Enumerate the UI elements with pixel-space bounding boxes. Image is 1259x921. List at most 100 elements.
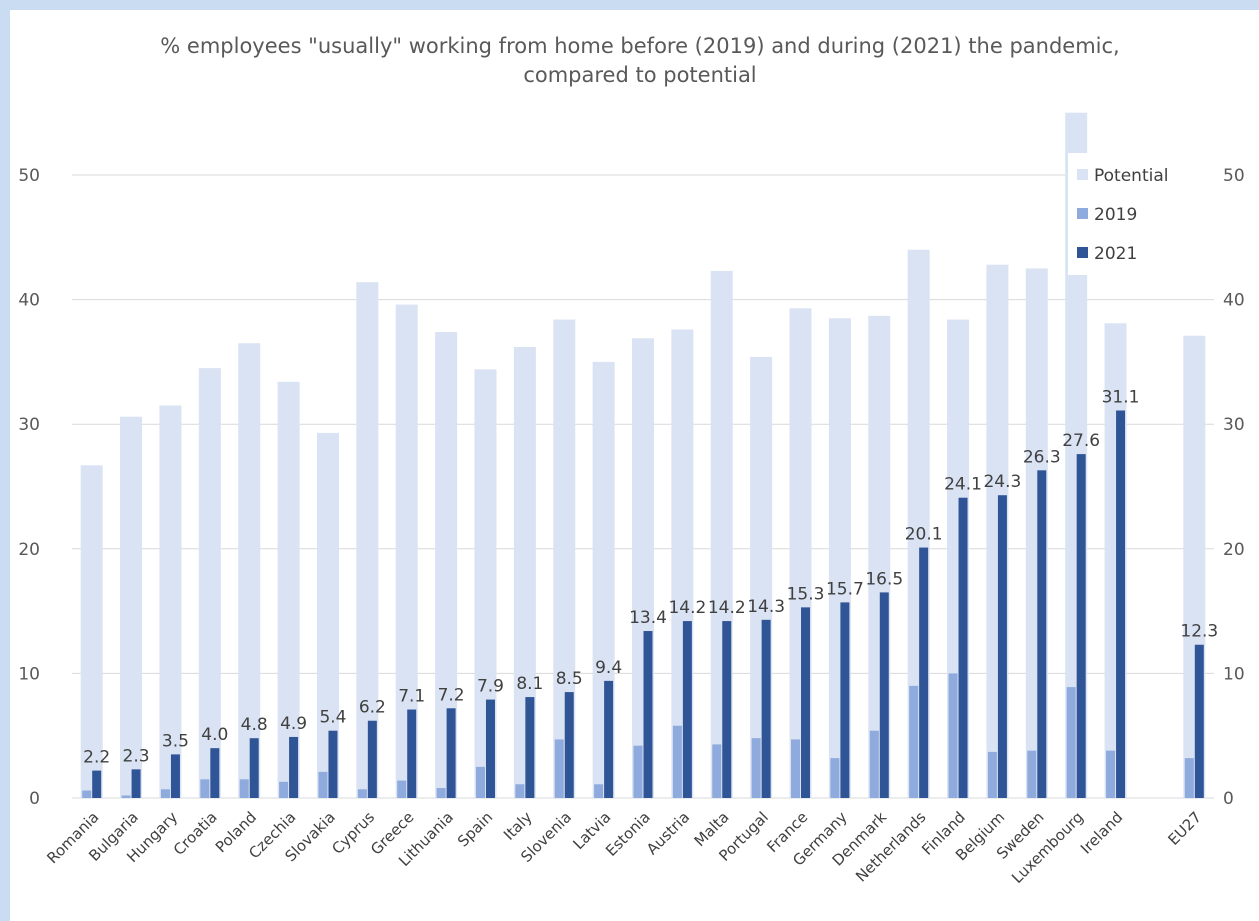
data-label-2021: 9.4 [595, 658, 622, 678]
data-label-2021: 7.2 [438, 685, 465, 705]
bar-2019 [791, 739, 801, 798]
y-tick-label-left: 40 [18, 291, 40, 311]
bar-potential [277, 381, 300, 798]
bar-2019 [515, 784, 525, 798]
data-labels: 2.2 2.3 3.5 4.0 4.8 4.9 5.4 6.2 7.1 7.2 7.9 8.1 8.5 9… [83, 387, 1218, 767]
bars [80, 112, 1206, 798]
bar-2021 [761, 619, 771, 798]
bar-2019 [594, 784, 604, 798]
bar-2019 [200, 779, 210, 798]
data-label-2021: 2.2 [83, 748, 110, 768]
data-label-2021: 16.5 [865, 569, 903, 589]
bar-2021 [1194, 644, 1204, 798]
bar-2019 [633, 745, 643, 798]
legend-label: 2019 [1094, 205, 1137, 225]
bar-2019 [239, 779, 249, 798]
data-label-2021: 3.5 [162, 731, 189, 751]
y-tick-label-right: 50 [1223, 166, 1245, 186]
data-label-2021: 26.3 [1023, 447, 1061, 467]
bar-potential [395, 304, 418, 798]
bar-2021 [525, 697, 535, 798]
bar-2021 [328, 730, 338, 798]
data-label-2021: 4.0 [201, 725, 228, 745]
bar-2021 [801, 607, 811, 798]
bar-2019 [279, 781, 289, 798]
bar-2021 [682, 621, 692, 798]
bar-2021 [919, 547, 929, 798]
bar-2021 [210, 748, 220, 798]
bar-potential [238, 343, 261, 798]
y-tick-label-left: 0 [29, 789, 40, 809]
bar-2019 [1027, 750, 1037, 798]
category-label: Croatia [170, 808, 221, 859]
category-label: Estonia [602, 808, 654, 860]
legend-background [1068, 153, 1218, 275]
data-label-2021: 4.8 [241, 715, 268, 735]
bar-2019 [357, 789, 367, 798]
chart-title: % employees "usually" working from home … [160, 34, 1119, 87]
legend-swatch [1077, 208, 1088, 219]
data-label-2021: 12.3 [1180, 622, 1218, 642]
category-label: Austria [643, 808, 693, 858]
legend-label: 2021 [1094, 244, 1137, 264]
y-tick-label-left: 20 [18, 540, 40, 560]
bar-potential [474, 369, 497, 798]
data-label-2021: 5.4 [319, 708, 346, 728]
y-tick-label-right: 40 [1223, 291, 1245, 311]
bar-2021 [131, 769, 141, 798]
data-label-2021: 14.2 [708, 598, 746, 618]
bar-potential [198, 368, 221, 798]
bar-2019 [82, 790, 92, 798]
y-tick-label-right: 10 [1223, 664, 1245, 684]
bar-2021 [997, 495, 1007, 798]
bar-2019 [318, 771, 328, 798]
bar-2019 [1184, 758, 1194, 798]
data-label-2021: 14.3 [747, 597, 785, 617]
data-label-2021: 6.2 [359, 698, 386, 718]
bar-2019 [160, 789, 170, 798]
data-label-2021: 27.6 [1062, 431, 1100, 451]
bar-2019 [672, 725, 682, 798]
data-label-2021: 24.1 [944, 475, 982, 495]
bar-2019 [869, 730, 879, 798]
bar-2021 [92, 770, 102, 798]
legend-swatch [1077, 247, 1088, 258]
y-tick-label-left: 50 [18, 166, 40, 186]
category-labels: RomaniaBulgariaHungaryCroatiaPolandCzech… [43, 808, 1205, 887]
bar-2021 [367, 720, 377, 798]
bar-2019 [121, 795, 131, 798]
bar-2019 [554, 739, 564, 798]
data-label-2021: 24.3 [983, 472, 1021, 492]
bar-potential [513, 346, 536, 798]
bar-2021 [1076, 454, 1086, 798]
chart-title-line-2: compared to potential [523, 63, 756, 87]
bar-potential [316, 432, 339, 798]
y-tick-label-right: 0 [1223, 789, 1234, 809]
category-label: Spain [454, 808, 496, 850]
bar-2021 [564, 692, 574, 798]
bar-2019 [830, 758, 840, 798]
bar-potential [120, 416, 143, 798]
bar-2021 [958, 497, 968, 798]
bar-potential [159, 405, 182, 798]
bar-2019 [1066, 687, 1076, 798]
bar-potential [553, 319, 576, 798]
bar-2019 [987, 751, 997, 798]
bar-potential [80, 465, 103, 798]
bar-2019 [948, 673, 958, 798]
data-label-2021: 15.3 [787, 584, 825, 604]
bar-2021 [289, 736, 299, 798]
bar-2019 [436, 788, 446, 798]
y-tick-label-right: 20 [1223, 540, 1245, 560]
data-label-2021: 14.2 [668, 598, 706, 618]
category-label: Italy [500, 808, 536, 844]
bar-potential [356, 282, 379, 798]
data-label-2021: 8.5 [556, 669, 583, 689]
data-label-2021: 20.1 [905, 525, 943, 545]
data-label-2021: 8.1 [516, 674, 543, 694]
bar-2021 [485, 699, 495, 798]
bar-2021 [604, 680, 614, 798]
bar-2019 [712, 744, 722, 798]
data-label-2021: 2.3 [123, 746, 150, 766]
bar-2021 [643, 631, 653, 798]
